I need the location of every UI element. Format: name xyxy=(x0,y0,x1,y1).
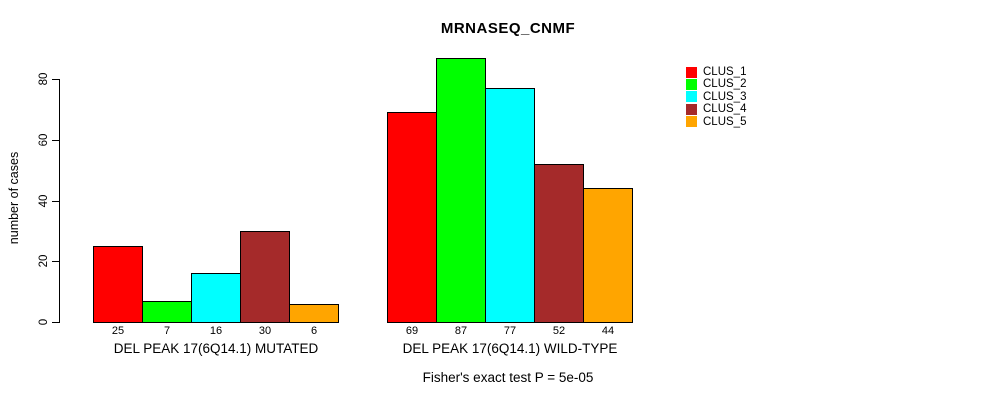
y-axis-tick xyxy=(52,79,59,80)
bar-clus_1-group2 xyxy=(387,112,437,323)
bar-value-label: 77 xyxy=(503,325,517,337)
y-axis-line xyxy=(59,79,60,323)
bar-value-label: 6 xyxy=(310,325,318,337)
y-axis-tick xyxy=(52,261,59,263)
bar-clus_4-group2 xyxy=(534,164,584,323)
legend-swatch-clus_2 xyxy=(686,78,697,90)
legend-swatch-clus_3 xyxy=(686,91,697,103)
y-axis-tick-label: 20 xyxy=(38,254,50,268)
legend-swatch-clus_1 xyxy=(686,66,697,78)
legend-label-clus_3: CLUS_3 xyxy=(703,90,747,103)
y-axis-tick xyxy=(52,139,59,141)
bar-value-label: 7 xyxy=(163,325,171,337)
y-axis-tick-label: 80 xyxy=(38,72,50,86)
fisher-test-annotation: Fisher's exact test P = 5e-05 xyxy=(422,370,594,385)
bar-clus_1-group1 xyxy=(93,246,143,323)
y-axis-label: number of cases xyxy=(7,151,21,245)
bar-clus_5-group1 xyxy=(289,303,339,323)
legend-label-clus_4: CLUS_4 xyxy=(703,103,747,116)
bar-clus_2-group2 xyxy=(436,57,486,323)
legend-entry-clus_2: CLUS_2 xyxy=(686,78,746,90)
legend-label-clus_1: CLUS_1 xyxy=(703,66,747,78)
bar-value-label: 52 xyxy=(552,325,566,337)
bar-value-label: 25 xyxy=(111,325,125,337)
bar-value-label: 87 xyxy=(454,325,468,337)
legend-swatch-clus_5 xyxy=(686,116,697,128)
bar-value-label: 30 xyxy=(258,325,272,337)
legend-entry-clus_5: CLUS_5 xyxy=(686,116,746,128)
legend-label-clus_5: CLUS_5 xyxy=(703,115,747,128)
bar-value-label: 69 xyxy=(405,325,419,337)
legend-entry-clus_4: CLUS_4 xyxy=(686,103,746,115)
bar-clus_5-group2 xyxy=(583,188,633,323)
bar-clus_3-group2 xyxy=(485,88,535,323)
legend-label-clus_2: CLUS_2 xyxy=(703,78,747,91)
bar-clus_2-group1 xyxy=(142,300,192,323)
chart-title: MRNASEQ_CNMF xyxy=(440,20,576,37)
legend-entry-clus_1: CLUS_1 xyxy=(686,66,746,78)
bar-value-label: 16 xyxy=(209,325,223,337)
legend-entry-clus_3: CLUS_3 xyxy=(686,91,746,103)
bar-clus_3-group1 xyxy=(191,273,241,323)
x-group-label-wild-type: DEL PEAK 17(6Q14.1) WILD-TYPE xyxy=(402,341,618,356)
y-axis-tick-label: 40 xyxy=(38,194,50,207)
legend-swatch-clus_4 xyxy=(686,103,697,115)
y-axis-tick xyxy=(52,200,59,202)
bar-value-label: 44 xyxy=(601,325,615,337)
y-axis-tick xyxy=(52,322,59,323)
y-axis-tick-label: 0 xyxy=(38,318,50,326)
y-axis-tick-label: 60 xyxy=(38,133,50,147)
x-group-label-mutated: DEL PEAK 17(6Q14.1) MUTATED xyxy=(113,341,319,356)
bar-clus_4-group1 xyxy=(240,230,290,323)
